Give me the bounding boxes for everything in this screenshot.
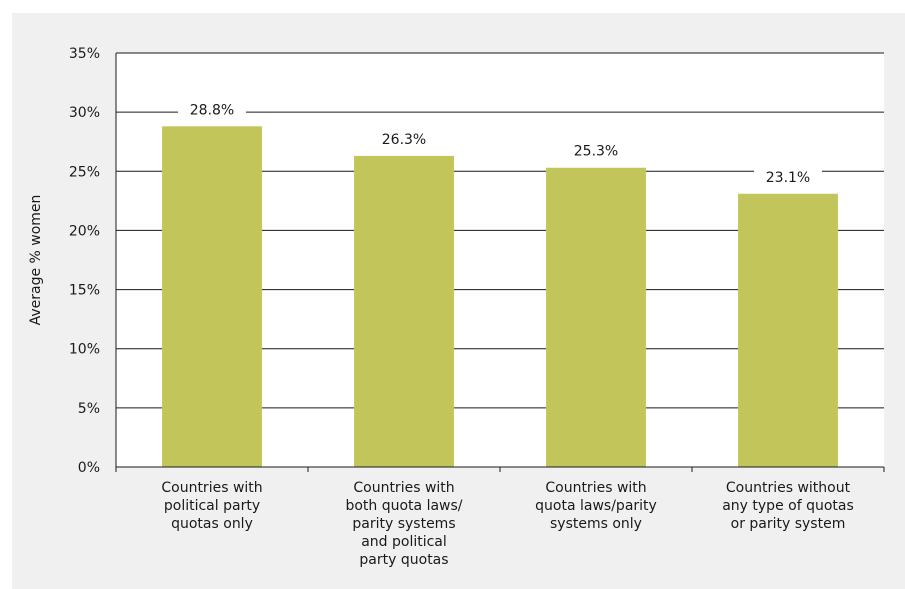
x-tick-label-line: Countries with xyxy=(161,480,262,496)
x-tick-label: Countries with both quota laws/parity sys… xyxy=(345,480,462,568)
x-tick-label: Countries with quota laws/parity systems o… xyxy=(535,480,657,532)
x-tick-label-line: parity systems xyxy=(352,516,455,532)
y-tick-label: 10% xyxy=(69,342,100,358)
x-tick-label-line: and political xyxy=(361,534,447,550)
x-tick-label-line: systems only xyxy=(550,516,642,532)
y-tick-label: 25% xyxy=(69,164,100,180)
value-label: 23.1% xyxy=(766,170,810,186)
value-label: 28.8% xyxy=(190,102,234,118)
value-label-bg xyxy=(370,129,438,148)
y-tick-label: 5% xyxy=(78,401,100,417)
value-label: 25.3% xyxy=(574,144,618,160)
value-label-bg xyxy=(754,167,822,186)
y-tick-label: 30% xyxy=(69,105,100,121)
x-tick-label: Countries without any type of quotas or pa… xyxy=(722,480,854,532)
bar xyxy=(354,155,454,467)
x-tick-label-line: both quota laws/ xyxy=(345,498,462,514)
x-tick-label-line: quotas only xyxy=(171,516,253,532)
value-label-bg xyxy=(562,141,630,160)
x-tick-label-line: Countries with xyxy=(353,480,454,496)
bar xyxy=(738,193,838,467)
x-tick-label-line: quota laws/parity xyxy=(535,498,657,514)
y-tick-label: 15% xyxy=(69,283,100,299)
x-tick-label: Countries with political party quotas only xyxy=(161,480,262,532)
x-tick-label-line: any type of quotas xyxy=(722,498,854,514)
x-tick-label-line: political party xyxy=(164,498,260,514)
x-tick-label-line: or parity system xyxy=(731,516,846,532)
x-tick-label-line: Countries without xyxy=(726,480,851,496)
bar xyxy=(546,167,646,468)
value-label: 26.3% xyxy=(382,132,426,148)
y-axis-label: Average % women xyxy=(28,195,44,326)
bar-chart: 28.8% 26.3% 25.3% 23.1% 0% 5% 10% 15% 20% 25% 30%… xyxy=(12,13,905,589)
value-label-bg xyxy=(178,100,246,119)
y-tick-label: 35% xyxy=(69,46,100,62)
x-tick-label-line: Countries with xyxy=(545,480,646,496)
bar xyxy=(162,126,262,467)
y-tick-label: 20% xyxy=(69,223,100,239)
y-tick-label: 0% xyxy=(78,460,100,476)
chart-panel: 28.8% 26.3% 25.3% 23.1% 0% 5% 10% 15% 20% 25% 30%… xyxy=(12,13,905,589)
x-tick-label-line: party quotas xyxy=(359,552,448,568)
